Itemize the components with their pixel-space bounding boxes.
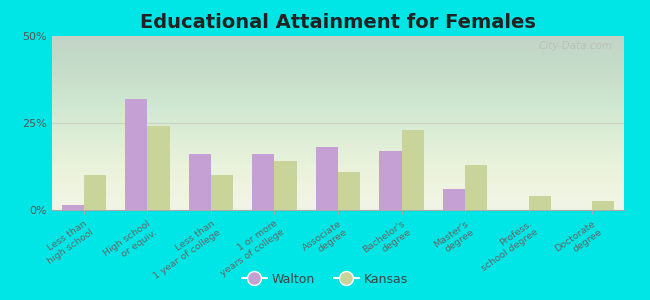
Bar [188,154,211,210]
Bar [338,172,360,210]
Bar [402,130,424,210]
Bar [211,175,233,210]
Title: Educational Attainment for Females: Educational Attainment for Females [140,13,536,32]
Bar [380,151,402,210]
Bar [528,196,551,210]
Bar [252,154,274,210]
Bar [62,205,84,210]
Bar [592,201,614,210]
Bar [274,161,296,210]
Text: City-Data.com: City-Data.com [538,41,612,51]
Bar [443,189,465,210]
Bar [316,147,338,210]
Legend: Walton, Kansas: Walton, Kansas [237,268,413,291]
Bar [465,165,488,210]
Bar [125,99,148,210]
Bar [148,127,170,210]
Bar [84,175,106,210]
